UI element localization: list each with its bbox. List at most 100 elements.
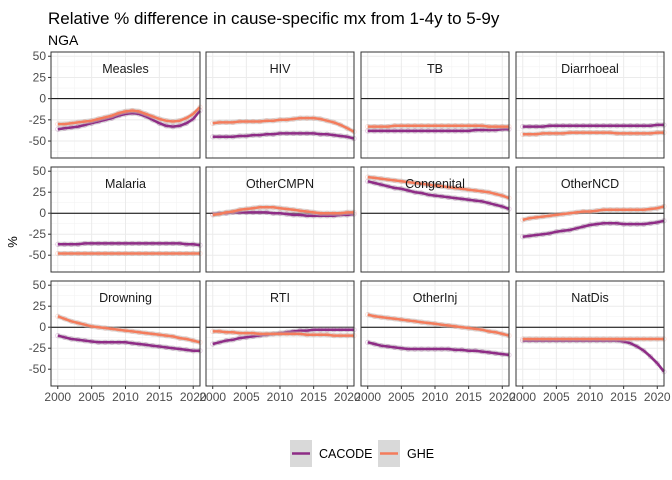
y-tick-label: 0 bbox=[39, 320, 46, 334]
series-line-cacode bbox=[367, 127, 509, 133]
series-line-ghe bbox=[522, 205, 665, 222]
series-line-cacode bbox=[367, 341, 510, 357]
series-line-cacode bbox=[522, 219, 665, 238]
panel-border bbox=[360, 51, 510, 159]
panel-border bbox=[50, 166, 201, 273]
panel-title: Measles bbox=[102, 62, 149, 76]
data-point-cacode bbox=[647, 353, 654, 360]
x-tick-label: 2020 bbox=[180, 390, 207, 404]
legend: CACODE GHE bbox=[290, 440, 434, 467]
y-tick-label: -25 bbox=[29, 113, 47, 127]
panel-border bbox=[205, 51, 355, 159]
series-line-ghe bbox=[522, 131, 664, 136]
panel-measles: Measles -50 -25 0 25 50 bbox=[29, 49, 203, 159]
panel-diarrhoeal: Diarrhoeal bbox=[515, 51, 667, 159]
legend-label: GHE bbox=[407, 447, 434, 461]
series-line-ghe bbox=[212, 206, 354, 217]
x-tick-label: 2020 bbox=[644, 390, 671, 404]
panel-congenital: Congenital bbox=[360, 166, 512, 273]
series-line-ghe bbox=[57, 106, 201, 126]
y-tick-label: -25 bbox=[29, 227, 47, 241]
x-tick-label: 2005 bbox=[78, 390, 105, 404]
panel-otherncd: OtherNCD bbox=[515, 166, 667, 273]
panel-title: Drowning bbox=[99, 291, 152, 305]
panel-othercmpn: OtherCMPN bbox=[205, 166, 357, 273]
chart-subtitle: NGA bbox=[48, 32, 79, 48]
series-line-ghe bbox=[212, 330, 354, 337]
data-point-cacode bbox=[654, 360, 660, 366]
series-line-cacode bbox=[367, 180, 510, 211]
y-tick-label: 0 bbox=[39, 206, 46, 220]
panel-title: RTI bbox=[270, 291, 290, 305]
panel-natdis: NatDis 2000 2005 2010 2015 2020 bbox=[509, 280, 671, 404]
y-tick-label: -50 bbox=[29, 134, 47, 148]
x-tick-label: 2015 bbox=[146, 390, 173, 404]
confidence-band-ghe bbox=[57, 313, 200, 345]
series-line-cacode bbox=[522, 123, 664, 128]
legend-item-ghe: GHE bbox=[378, 440, 434, 467]
y-tick-label: 0 bbox=[39, 92, 46, 106]
panel-border bbox=[50, 51, 201, 159]
x-tick-label: 2015 bbox=[455, 390, 482, 404]
y-tick-label: 25 bbox=[33, 299, 47, 313]
panel-title: HIV bbox=[270, 62, 292, 76]
x-tick-label: 2010 bbox=[112, 390, 139, 404]
series-line-cacode bbox=[522, 339, 665, 373]
series-line-cacode bbox=[57, 334, 200, 352]
panel-hiv: HIV bbox=[205, 51, 357, 159]
y-tick-label: -50 bbox=[29, 362, 47, 376]
panel-border bbox=[205, 166, 355, 273]
panel-title: OtherCMPN bbox=[246, 177, 314, 191]
x-tick-label: 2015 bbox=[610, 390, 637, 404]
legend-label: CACODE bbox=[319, 447, 372, 461]
x-tick-label: 2005 bbox=[543, 390, 570, 404]
y-tick-label: -25 bbox=[29, 341, 47, 355]
panel-title: TB bbox=[427, 62, 443, 76]
panel-title: Malaria bbox=[105, 177, 146, 191]
series-line-ghe bbox=[367, 175, 510, 200]
panel-title: OtherInj bbox=[413, 291, 457, 305]
x-tick-label: 2005 bbox=[233, 390, 260, 404]
x-tick-label: 2000 bbox=[354, 390, 381, 404]
panel-border bbox=[515, 166, 665, 273]
panel-otherinj: OtherInj 2000 2005 2010 2015 2020 bbox=[354, 280, 516, 404]
y-tick-label: -50 bbox=[29, 248, 47, 262]
series-line-ghe bbox=[367, 124, 509, 128]
x-tick-label: 2005 bbox=[388, 390, 415, 404]
y-tick-label: 25 bbox=[33, 185, 47, 199]
x-tick-label: 2000 bbox=[44, 390, 71, 404]
series-line-ghe bbox=[367, 313, 510, 337]
confidence-band-cacode bbox=[212, 327, 354, 347]
x-tick-label: 2020 bbox=[489, 390, 516, 404]
y-tick-label: 25 bbox=[33, 70, 47, 84]
panel-border bbox=[515, 51, 665, 159]
panel-drowning: Drowning -50 -25 0 25 50 2000 2005 2010 2015 2020 bbox=[29, 278, 207, 404]
series-line-cacode bbox=[57, 242, 201, 247]
legend-item-cacode: CACODE bbox=[290, 440, 372, 467]
y-axis-title: % bbox=[5, 236, 20, 248]
x-tick-label: 2010 bbox=[577, 390, 604, 404]
panel-title: NatDis bbox=[571, 291, 609, 305]
chart-title: Relative % difference in cause-specific … bbox=[48, 9, 500, 28]
x-tick-label: 2010 bbox=[267, 390, 294, 404]
x-tick-label: 2010 bbox=[422, 390, 449, 404]
x-tick-label: 2015 bbox=[300, 390, 327, 404]
x-tick-label: 2000 bbox=[509, 390, 536, 404]
panel-grid: Measles -50 -25 0 25 50 HIV TB Diarrhoeal Malaria… bbox=[29, 49, 671, 404]
panel-tb: TB bbox=[360, 51, 512, 159]
x-tick-label: 2020 bbox=[334, 390, 361, 404]
y-tick-label: 50 bbox=[33, 164, 47, 178]
series-line-ghe bbox=[212, 116, 355, 133]
panel-rti: RTI 2000 2005 2010 2015 2020 bbox=[199, 280, 361, 404]
series-line-cacode bbox=[212, 132, 355, 140]
y-tick-label: 50 bbox=[33, 278, 47, 292]
panel-title: Diarrhoeal bbox=[561, 62, 619, 76]
y-tick-label: 50 bbox=[33, 49, 47, 63]
panel-title: OtherNCD bbox=[561, 177, 619, 191]
panel-malaria: Malaria -50 -25 0 25 50 bbox=[29, 164, 203, 273]
panel-border bbox=[360, 166, 510, 273]
panel-title: Congenital bbox=[405, 177, 465, 191]
series-line-ghe bbox=[57, 315, 201, 344]
x-tick-label: 2000 bbox=[199, 390, 226, 404]
